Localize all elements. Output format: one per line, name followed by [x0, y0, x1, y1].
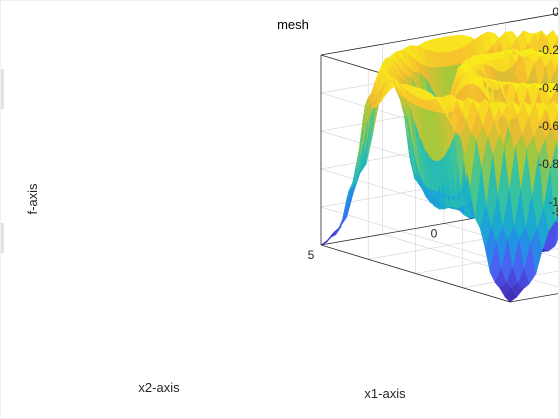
z-tick-label: -0.4 [538, 81, 558, 95]
floor-gridline [382, 233, 558, 288]
surface-face [555, 61, 558, 77]
y-tick-label: 5 [308, 248, 315, 262]
surface-face [557, 62, 558, 68]
z-axis-label: f-axis [25, 183, 40, 215]
surface-face [549, 141, 558, 221]
surface-face [553, 48, 558, 53]
chart-title: mesh [277, 17, 309, 32]
y-tick-label: -5 [552, 205, 558, 219]
y-axis-label: x2-axis [138, 380, 180, 395]
surface-face [556, 140, 558, 157]
z-tick-label: -0.2 [538, 43, 558, 57]
surface-face [552, 100, 558, 114]
z-tick-label: -0.6 [538, 119, 558, 133]
z-tick-label: 0 [552, 5, 558, 19]
surface-mesh [320, 29, 558, 303]
x-axis-label: x1-axis [364, 386, 406, 401]
tick-labels: -1-0.8-0.6-0.4-0.20-505-505 [308, 5, 558, 262]
y-tick-label: 0 [431, 227, 438, 241]
left-edge-artifact [1, 223, 4, 253]
surface-face [554, 224, 558, 247]
surface-face [555, 148, 558, 174]
surface-face [552, 30, 558, 40]
z-tick-label: -1 [548, 195, 558, 209]
left-edge-artifact [1, 69, 4, 109]
z-tick-label: -0.8 [538, 157, 558, 171]
surface-face [557, 86, 558, 93]
surface-face [554, 110, 558, 122]
